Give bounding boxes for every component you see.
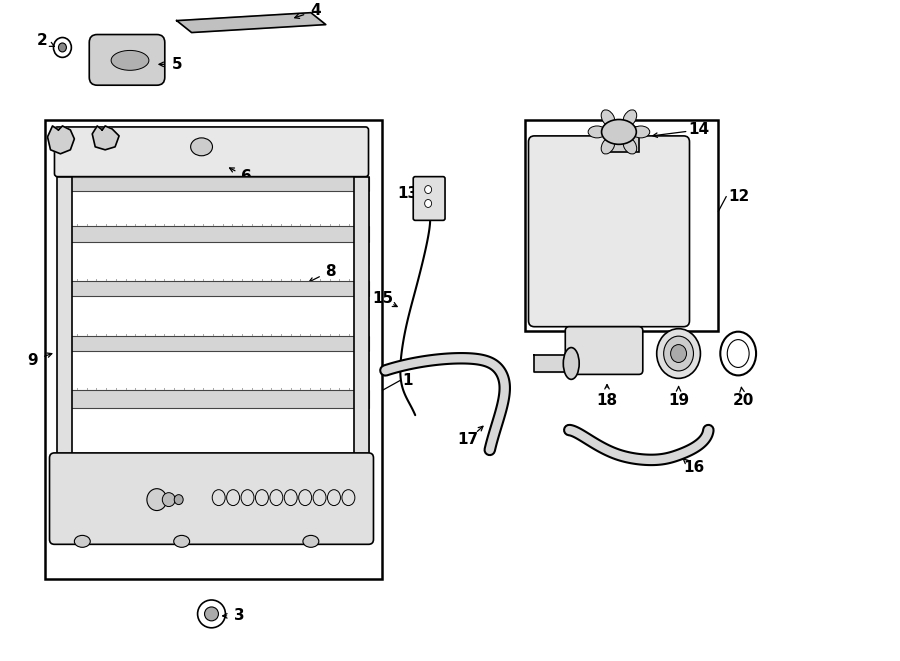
FancyBboxPatch shape: [89, 34, 165, 85]
Ellipse shape: [175, 494, 184, 504]
Ellipse shape: [632, 126, 650, 138]
Text: 14: 14: [688, 122, 709, 137]
Ellipse shape: [623, 110, 636, 126]
Text: 13: 13: [398, 186, 418, 201]
Bar: [525, 120, 718, 330]
Ellipse shape: [303, 535, 319, 547]
Ellipse shape: [191, 138, 212, 156]
Bar: [58, 392, 368, 453]
Bar: [44, 120, 382, 579]
Ellipse shape: [212, 490, 225, 506]
Ellipse shape: [588, 126, 606, 138]
Ellipse shape: [601, 137, 615, 154]
Text: 19: 19: [668, 393, 689, 408]
Bar: [58, 176, 368, 190]
Text: 9: 9: [27, 353, 38, 368]
Ellipse shape: [58, 43, 67, 52]
FancyBboxPatch shape: [528, 136, 689, 327]
Text: 17: 17: [457, 432, 479, 447]
Text: 18: 18: [597, 393, 617, 408]
FancyBboxPatch shape: [565, 327, 643, 374]
Text: 4: 4: [310, 3, 321, 19]
Ellipse shape: [601, 120, 636, 144]
Text: 2: 2: [37, 33, 48, 48]
Bar: [58, 338, 368, 388]
Text: 8: 8: [326, 264, 336, 278]
Bar: [58, 281, 368, 296]
Bar: [58, 390, 368, 408]
Ellipse shape: [601, 110, 615, 126]
Text: 5: 5: [171, 57, 182, 72]
Ellipse shape: [75, 535, 90, 547]
Polygon shape: [176, 13, 326, 32]
Ellipse shape: [147, 488, 166, 510]
Text: 10: 10: [140, 470, 160, 485]
Ellipse shape: [670, 344, 687, 362]
Ellipse shape: [284, 490, 297, 506]
Text: 15: 15: [372, 292, 393, 306]
Text: 7: 7: [65, 512, 76, 527]
Text: 11: 11: [301, 467, 321, 483]
Bar: [58, 336, 368, 351]
Bar: [58, 228, 368, 279]
Text: 20: 20: [733, 393, 754, 408]
Ellipse shape: [111, 50, 148, 70]
Polygon shape: [92, 126, 119, 150]
FancyBboxPatch shape: [50, 453, 374, 545]
Bar: [58, 178, 368, 224]
Ellipse shape: [241, 490, 254, 506]
Text: 16: 16: [683, 460, 704, 475]
Bar: [58, 176, 72, 455]
FancyBboxPatch shape: [413, 176, 445, 220]
Text: 3: 3: [234, 608, 245, 623]
Ellipse shape: [313, 490, 326, 506]
Polygon shape: [535, 354, 572, 372]
Ellipse shape: [204, 607, 219, 621]
Ellipse shape: [657, 329, 700, 378]
Text: 12: 12: [728, 189, 750, 204]
Ellipse shape: [299, 490, 311, 506]
Text: 1: 1: [402, 373, 413, 388]
Ellipse shape: [256, 490, 268, 506]
FancyBboxPatch shape: [55, 127, 368, 176]
Ellipse shape: [162, 492, 176, 506]
Bar: [609, 127, 639, 152]
Ellipse shape: [227, 490, 239, 506]
Bar: [354, 176, 368, 455]
Bar: [58, 283, 368, 334]
Bar: [58, 226, 368, 242]
Ellipse shape: [270, 490, 283, 506]
Ellipse shape: [425, 186, 432, 194]
Ellipse shape: [623, 137, 636, 154]
Ellipse shape: [342, 490, 355, 506]
Text: 6: 6: [241, 169, 252, 184]
Ellipse shape: [563, 348, 580, 379]
Ellipse shape: [663, 336, 694, 371]
Ellipse shape: [174, 535, 190, 547]
Ellipse shape: [425, 200, 432, 208]
Polygon shape: [48, 126, 75, 154]
Ellipse shape: [328, 490, 340, 506]
